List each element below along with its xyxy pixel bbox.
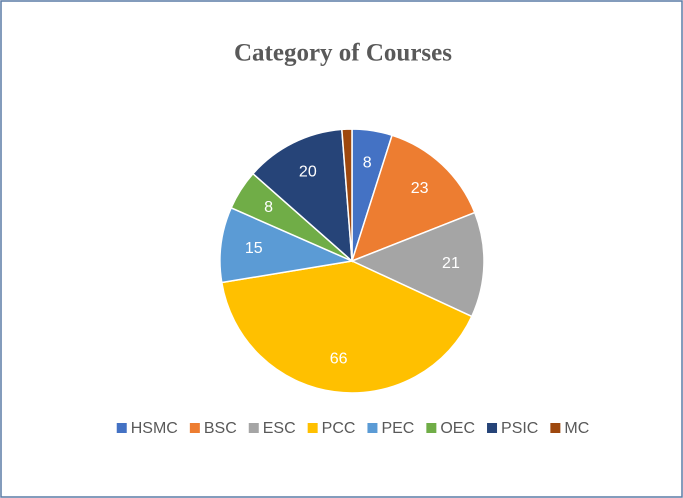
pie-slice: [350, 211, 485, 318]
legend-label: PSIC: [501, 420, 538, 437]
legend-label: OEC: [440, 420, 475, 437]
legend-label: BSC: [204, 420, 237, 437]
data-label: 21: [442, 255, 460, 272]
data-label: 66: [330, 350, 348, 367]
data-label: 8: [363, 154, 372, 171]
legend-label: PEC: [381, 420, 414, 437]
chart-title: Category of Courses: [234, 40, 452, 67]
pie-slice: [341, 128, 353, 262]
legend-swatch: [116, 423, 127, 433]
legend-swatch: [307, 423, 318, 433]
legend-swatch: [550, 423, 561, 433]
data-label: 23: [411, 180, 429, 197]
data-label: 15: [245, 240, 263, 257]
legend-swatch: [248, 423, 259, 433]
legend-swatch: [426, 423, 437, 433]
legend-label: HSMC: [131, 420, 178, 437]
data-label: 8: [264, 199, 273, 216]
pie-slice: [251, 128, 353, 263]
legend-swatch: [487, 423, 498, 433]
pie-slice: [350, 134, 476, 263]
legend-label: ESC: [263, 420, 296, 437]
pie-slice: [220, 260, 473, 394]
legend-label: PCC: [322, 420, 356, 437]
legend-swatch: [367, 423, 378, 433]
data-label: 20: [299, 164, 317, 181]
legend-swatch: [189, 423, 200, 433]
legend-label: MC: [564, 420, 589, 437]
